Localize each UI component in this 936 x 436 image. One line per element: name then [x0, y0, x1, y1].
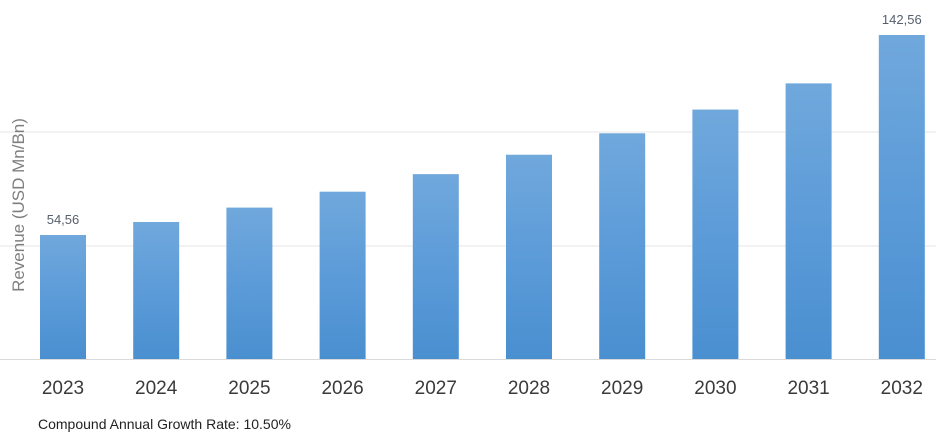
bar-2031	[785, 83, 832, 360]
x-tick-label: 2025	[228, 378, 270, 399]
bars	[40, 35, 925, 360]
x-tick-label: 2024	[135, 378, 178, 399]
bar-2029	[599, 133, 646, 359]
data-labels: 54,56 142,56	[47, 12, 922, 227]
data-label-2023: 54,56	[47, 212, 80, 227]
bar-2024	[133, 221, 180, 359]
bar-2030	[692, 109, 739, 360]
y-axis-title: Revenue (USD Mn/Bn)	[9, 118, 28, 292]
bar-2032	[878, 35, 925, 359]
x-tick-label: 2030	[694, 378, 736, 399]
cagr-footnote: Compound Annual Growth Rate: 10.50%	[38, 416, 291, 432]
x-tick-label: 2023	[42, 378, 84, 399]
bar-2028	[506, 154, 552, 359]
bar-2023	[40, 235, 86, 359]
data-label-2032: 142,56	[882, 12, 922, 27]
bar-2027	[412, 174, 459, 359]
x-tick-label: 2031	[787, 378, 829, 399]
x-tick-label: 2032	[881, 378, 923, 399]
bar-2025	[226, 207, 273, 359]
x-tick-label: 2026	[321, 378, 363, 399]
x-tick-label: 2029	[601, 378, 643, 399]
x-tick-label: 2028	[508, 378, 550, 399]
x-axis-ticks: 2023 2024 2025 2026 2027 2028 2029 2030 2031 2032	[42, 378, 923, 399]
x-tick-label: 2027	[415, 378, 457, 399]
bar-2026	[319, 191, 366, 359]
